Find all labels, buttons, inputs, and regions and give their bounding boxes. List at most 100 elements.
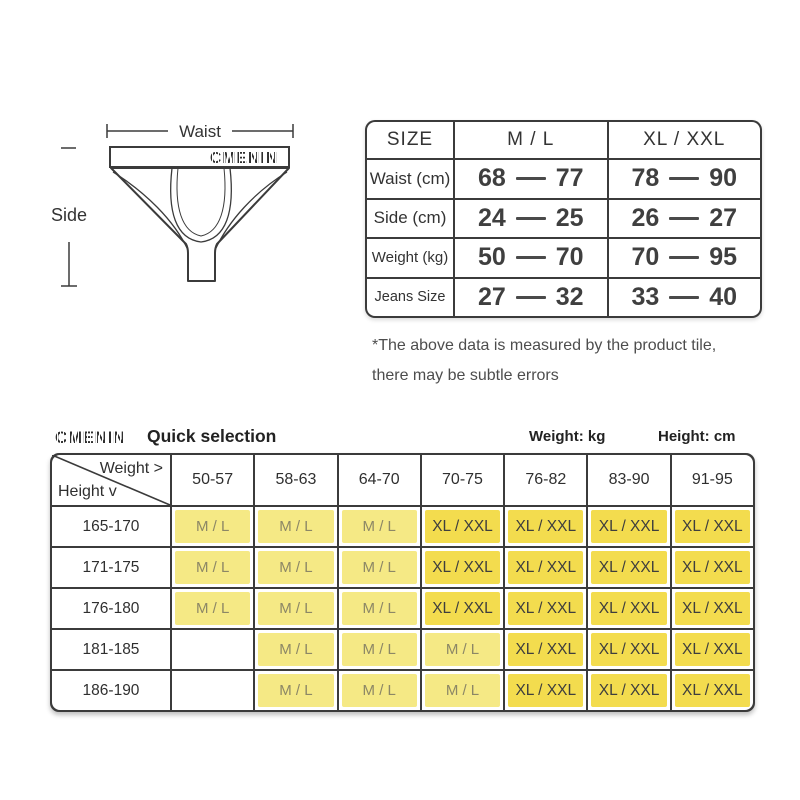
size-cell-value [175, 633, 251, 666]
size-cell-value: M / L [424, 633, 501, 666]
range-dash [669, 216, 700, 220]
size-cell: M / L [172, 548, 254, 587]
weight-col-header: 76-82 [505, 455, 587, 505]
size-cell-value: XL / XXL [674, 592, 750, 625]
range-dash [515, 177, 546, 181]
weight-col-header: 83-90 [588, 455, 670, 505]
size-range-cell: 33 40 [608, 278, 760, 316]
size-cell: XL / XXL [505, 630, 587, 669]
size-cell-value: XL / XXL [508, 551, 584, 584]
waist-label: Waist [179, 122, 221, 141]
size-cell: XL / XXL [588, 630, 670, 669]
waist-dimension-line [106, 124, 294, 138]
range-to: 95 [709, 243, 738, 272]
size-cell-value: XL / XXL [424, 551, 501, 584]
size-cell-value: XL / XXL [591, 592, 667, 625]
size-cell: XL / XXL [671, 630, 753, 669]
briefs-outline [110, 167, 290, 282]
size-range-cell: 50 70 [455, 239, 607, 277]
size-cell: XL / XXL [421, 548, 504, 587]
size-cell-value: M / L [341, 674, 417, 707]
size-cell: XL / XXL [588, 548, 670, 587]
size-table-header-size: SIZE [367, 122, 453, 158]
size-table: SIZE M / L XL / XXL Waist (cm) 68 77 78 90… [365, 120, 762, 318]
size-cell: M / L [338, 671, 420, 710]
range-dash [515, 256, 546, 260]
size-cell-value: M / L [258, 551, 334, 584]
size-cell-value: M / L [341, 551, 417, 584]
size-cell-value: XL / XXL [508, 674, 584, 707]
waistband [109, 146, 290, 168]
waistband-brand-logo: CMENIN [210, 150, 278, 167]
right-leg-seam [214, 171, 288, 251]
size-cell-value: XL / XXL [424, 592, 501, 625]
range-to: 32 [555, 282, 584, 311]
range-from: 26 [631, 203, 660, 232]
weight-col-header: 58-63 [255, 455, 337, 505]
size-cell-value: XL / XXL [591, 674, 667, 707]
range-from: 70 [631, 243, 660, 272]
size-range-cell: 27 32 [455, 278, 607, 316]
size-cell-value: M / L [258, 674, 334, 707]
size-cell-value: M / L [341, 633, 417, 666]
range-dash [515, 216, 546, 220]
size-cell-value: XL / XXL [674, 510, 750, 543]
size-cell: M / L [421, 630, 504, 669]
brand-logo-text: CMENIN [55, 428, 126, 447]
size-row-label: Waist (cm) [367, 160, 453, 198]
weight-col-header: 64-70 [338, 455, 420, 505]
range-to: 40 [709, 282, 738, 311]
size-cell: M / L [338, 507, 420, 546]
size-cell: M / L [255, 630, 337, 669]
height-unit-label: Height: cm [658, 428, 736, 445]
left-leg-seam [112, 171, 189, 251]
range-from: 78 [631, 164, 660, 193]
range-to: 90 [709, 164, 738, 193]
size-cell: XL / XXL [588, 671, 670, 710]
size-cell-value: XL / XXL [674, 633, 750, 666]
size-cell-value: XL / XXL [591, 510, 667, 543]
size-cell [172, 630, 254, 669]
size-range-cell: 70 95 [608, 239, 760, 277]
size-cell-value: XL / XXL [674, 551, 750, 584]
size-range-cell: 24 25 [455, 199, 607, 237]
note-line-2: there may be subtle errors [372, 367, 559, 384]
size-cell: M / L [338, 589, 420, 628]
size-cell: XL / XXL [671, 671, 753, 710]
size-cell: M / L [255, 589, 337, 628]
size-cell-value: M / L [175, 510, 251, 543]
pouch-inner-seam [176, 167, 226, 237]
height-row-label: 181-185 [52, 630, 170, 669]
product-diagram: Waist CMENIN Side [51, 122, 294, 287]
measurement-note: *The above data is measured by the produ… [372, 331, 716, 391]
height-row-label: 176-180 [52, 589, 170, 628]
size-cell-value: M / L [424, 674, 501, 707]
size-cell: XL / XXL [671, 548, 753, 587]
range-from: 33 [631, 282, 660, 311]
range-to: 27 [709, 203, 738, 232]
size-cell: XL / XXL [588, 507, 670, 546]
size-table-header-ml: M / L [455, 122, 607, 158]
size-cell-value: XL / XXL [591, 633, 667, 666]
range-to: 77 [555, 164, 584, 193]
size-cell-value: M / L [258, 510, 334, 543]
size-cell-value [175, 674, 251, 707]
brand-logo: CMENIN [55, 428, 126, 447]
range-dash [669, 177, 700, 181]
size-cell: M / L [338, 630, 420, 669]
pouch-outer-seam [170, 167, 232, 243]
size-cell-value: M / L [258, 592, 334, 625]
size-cell [172, 671, 254, 710]
range-dash [669, 256, 700, 260]
axis-diagonal-line [52, 455, 170, 505]
corner-height-label: Height v [58, 483, 117, 500]
size-cell: XL / XXL [505, 589, 587, 628]
size-cell: XL / XXL [505, 507, 587, 546]
size-cell-value: XL / XXL [591, 551, 667, 584]
height-row-label: 186-190 [52, 671, 170, 710]
size-cell: XL / XXL [505, 548, 587, 587]
size-cell-value: M / L [175, 592, 251, 625]
size-row-label: Side (cm) [367, 199, 453, 237]
size-row-label: Jeans Size [367, 278, 453, 316]
size-cell: M / L [255, 548, 337, 587]
